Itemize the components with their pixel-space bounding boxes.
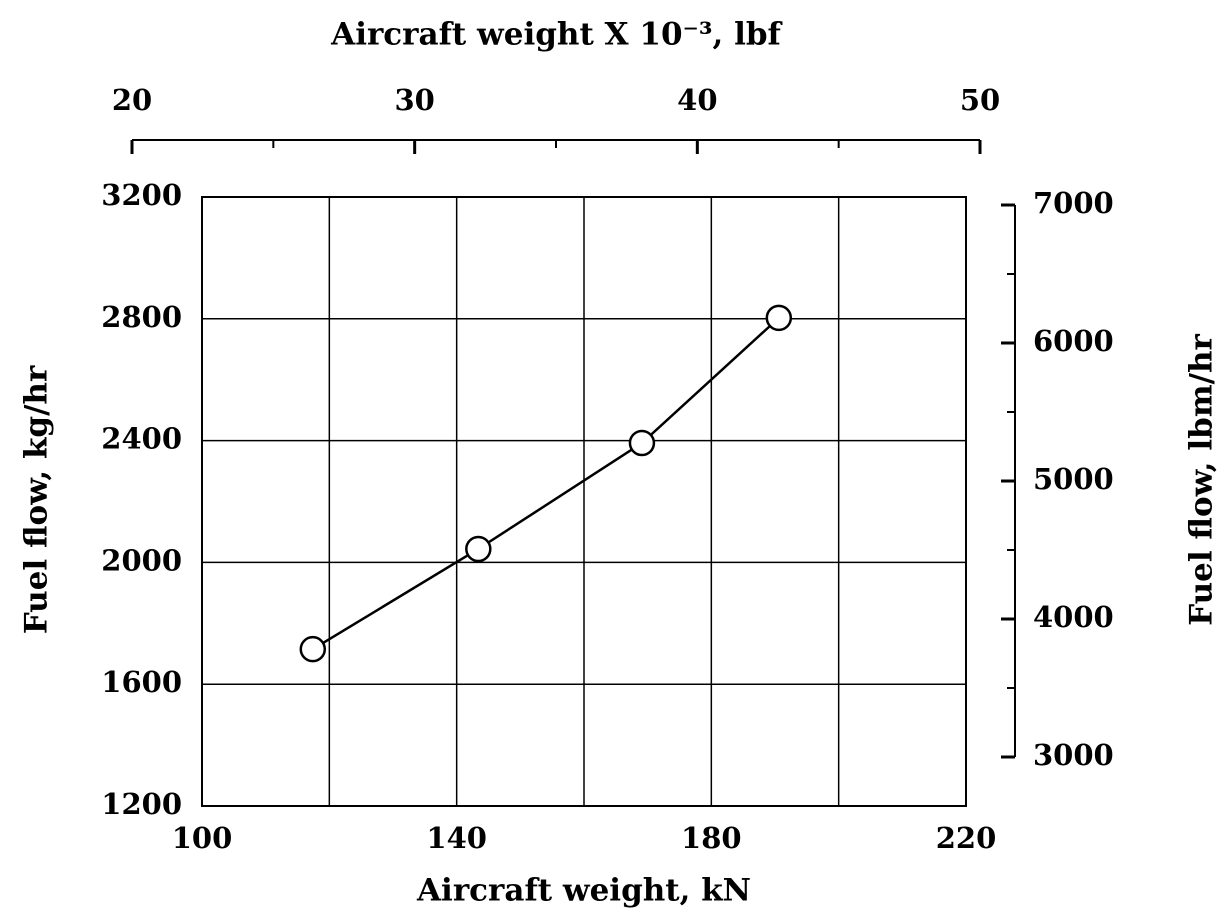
y2-tick-label: 4000: [1033, 600, 1114, 634]
y-tick-label: 1600: [101, 665, 182, 699]
data-point: [628, 429, 656, 457]
x2-tick-label: 30: [394, 83, 434, 117]
data-point: [765, 304, 793, 332]
y2-axis-label: Fuel flow, lbm/hr: [1184, 333, 1220, 625]
x-tick-label: 100: [172, 821, 233, 855]
y-tick-label: 2800: [101, 300, 182, 334]
x-tick-label: 220: [936, 821, 997, 855]
y2-tick-label: 6000: [1033, 324, 1114, 358]
x2-axis-label: Aircraft weight X 10⁻³, lbf: [330, 17, 782, 53]
y-tick-label: 1200: [101, 787, 182, 821]
x2-tick-label: 50: [960, 83, 1000, 117]
y2-tick-label: 5000: [1033, 462, 1114, 496]
x2-tick-label: 40: [677, 83, 717, 117]
x-tick-label: 180: [681, 821, 742, 855]
y-axis-label: Fuel flow, kg/hr: [19, 365, 55, 634]
plot-frame: [201, 196, 967, 807]
data-line: [312, 316, 780, 651]
data-point: [465, 535, 492, 563]
data-point: [299, 635, 327, 663]
x2-tick-label: 20: [112, 83, 152, 117]
x-tick-label: 140: [426, 821, 487, 855]
y-tick-label: 3200: [101, 178, 182, 212]
y2-tick-label: 7000: [1033, 186, 1114, 220]
y2-tick-label: 3000: [1033, 738, 1114, 772]
y-tick-label: 2000: [101, 543, 182, 577]
y-tick-label: 2400: [101, 422, 182, 456]
x-axis-label: Aircraft weight, kN: [416, 873, 751, 909]
